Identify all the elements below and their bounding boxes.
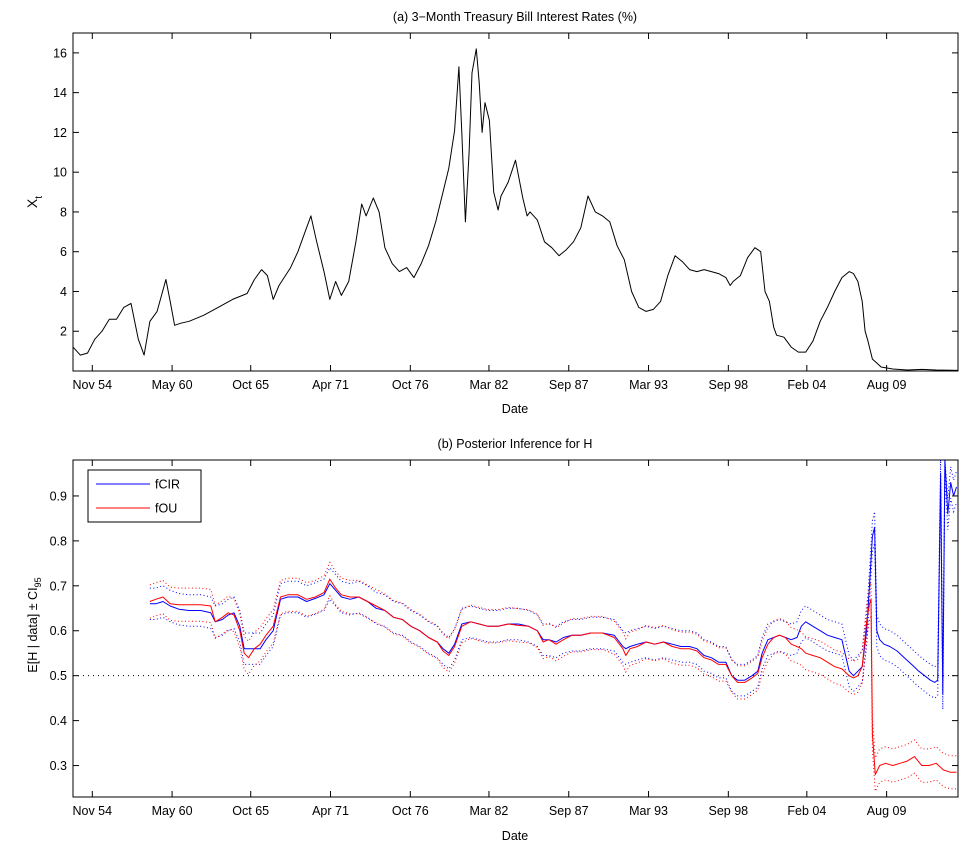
chart-b-xtick-label-3: Apr 71 bbox=[312, 804, 349, 818]
chart-b-xtick-label-6: Sep 87 bbox=[549, 804, 589, 818]
legend-label-fou: fOU bbox=[155, 502, 177, 516]
panel-b-axes-box bbox=[72, 459, 959, 798]
chart-a-xlabel: Date bbox=[502, 402, 528, 416]
chart-b-ytick-label-5: 0.8 bbox=[50, 534, 67, 548]
chart-b-ytick-label-0: 0.3 bbox=[50, 759, 67, 773]
chart-b-ytick-label-3: 0.6 bbox=[50, 624, 67, 638]
chart-a-xtick-label-1: May 60 bbox=[152, 378, 193, 392]
chart-b-ytick-label-6: 0.9 bbox=[50, 489, 67, 503]
chart-b-ytick-label-1: 0.4 bbox=[50, 714, 67, 728]
panel-b-series bbox=[149, 459, 957, 794]
chart-a-xtick-label-0: Nov 54 bbox=[72, 378, 112, 392]
chart-b-xtick-label-9: Feb 04 bbox=[787, 804, 826, 818]
chart-b-series-line-fou bbox=[149, 578, 957, 775]
legend-box bbox=[87, 469, 202, 523]
chart-b-title: (b) Posterior Inference for H bbox=[438, 437, 593, 451]
chart-b-xtick-label-10: Aug 09 bbox=[867, 804, 907, 818]
chart-a-xtick-label-8: Sep 98 bbox=[709, 378, 749, 392]
chart-a-ylabel-sub: t bbox=[34, 196, 45, 199]
chart-b-xtick-label-7: Mar 93 bbox=[629, 804, 668, 818]
legend-label-fcir: fCIR bbox=[155, 478, 180, 492]
chart-a-ytick-label-6: 14 bbox=[53, 86, 67, 100]
chart-a-xtick-label-3: Apr 71 bbox=[312, 378, 349, 392]
chart-b-ci-lower-fcir bbox=[149, 475, 957, 710]
panel-a-ticks: Nov 54 May 60 Oct 65 Apr 71 Oct 76 Mar 82 Sep … bbox=[53, 33, 958, 392]
chart-a-ytick-label-7: 16 bbox=[53, 46, 67, 60]
chart-a-ytick-label-5: 12 bbox=[53, 126, 67, 140]
chart-a-xtick-label-2: Oct 65 bbox=[232, 378, 269, 392]
panel-a: (a) 3−Month Treasury Bill Interest Rates… bbox=[24, 10, 959, 416]
chart-b-ytick-label-4: 0.7 bbox=[50, 579, 67, 593]
chart-b-xlabel: Date bbox=[502, 829, 528, 843]
chart-a-title: (a) 3−Month Treasury Bill Interest Rates… bbox=[393, 10, 637, 24]
chart-b-ylabel: E[H | data] ± CI95 bbox=[26, 577, 43, 672]
chart-b-ci-upper-fou bbox=[149, 561, 957, 760]
chart-a-xtick-label-4: Oct 76 bbox=[392, 378, 429, 392]
chart-b-ci-upper-fcir bbox=[149, 459, 957, 678]
chart-b-xtick-label-0: Nov 54 bbox=[72, 804, 112, 818]
chart-a-ytick-label-0: 2 bbox=[60, 325, 67, 339]
chart-a-xtick-label-10: Aug 09 bbox=[867, 378, 907, 392]
chart-a-ytick-label-3: 8 bbox=[60, 205, 67, 219]
chart-a-xtick-label-7: Mar 93 bbox=[629, 378, 668, 392]
chart-b-ylabel-sub: 95 bbox=[33, 577, 43, 587]
chart-a-xtick-label-9: Feb 04 bbox=[787, 378, 826, 392]
chart-a-xtick-label-5: Mar 82 bbox=[469, 378, 508, 392]
panel-b: (b) Posterior Inference for H Nov 54 May … bbox=[26, 437, 959, 843]
chart-b-xtick-label-4: Oct 76 bbox=[392, 804, 429, 818]
legend: fCIR fOU bbox=[87, 469, 202, 523]
panel-a-series bbox=[72, 48, 959, 371]
chart-a-ytick-label-1: 4 bbox=[60, 285, 67, 299]
chart-b-ytick-label-2: 0.5 bbox=[50, 669, 67, 683]
chart-a-xtick-label-6: Sep 87 bbox=[549, 378, 589, 392]
chart-a-ylabel-main: X bbox=[24, 198, 40, 208]
chart-b-ylabel-main: E[H | data] ± CI bbox=[26, 587, 40, 672]
chart-a-ytick-label-2: 6 bbox=[60, 245, 67, 259]
chart-b-xtick-label-1: May 60 bbox=[152, 804, 193, 818]
chart-a-ylabel: Xt bbox=[24, 196, 45, 208]
panel-b-ticks: Nov 54 May 60 Oct 65 Apr 71 Oct 76 Mar 82 Sep … bbox=[50, 460, 958, 818]
chart-b-series-line-fcir bbox=[149, 459, 957, 695]
chart-a-ytick-label-4: 10 bbox=[53, 166, 67, 180]
chart-b-xtick-label-5: Mar 82 bbox=[469, 804, 508, 818]
chart-b-xtick-label-2: Oct 65 bbox=[232, 804, 269, 818]
chart-b-xtick-label-8: Sep 98 bbox=[709, 804, 749, 818]
panel-a-axes-box bbox=[72, 32, 959, 372]
chart-a-series-line-series bbox=[72, 48, 959, 371]
